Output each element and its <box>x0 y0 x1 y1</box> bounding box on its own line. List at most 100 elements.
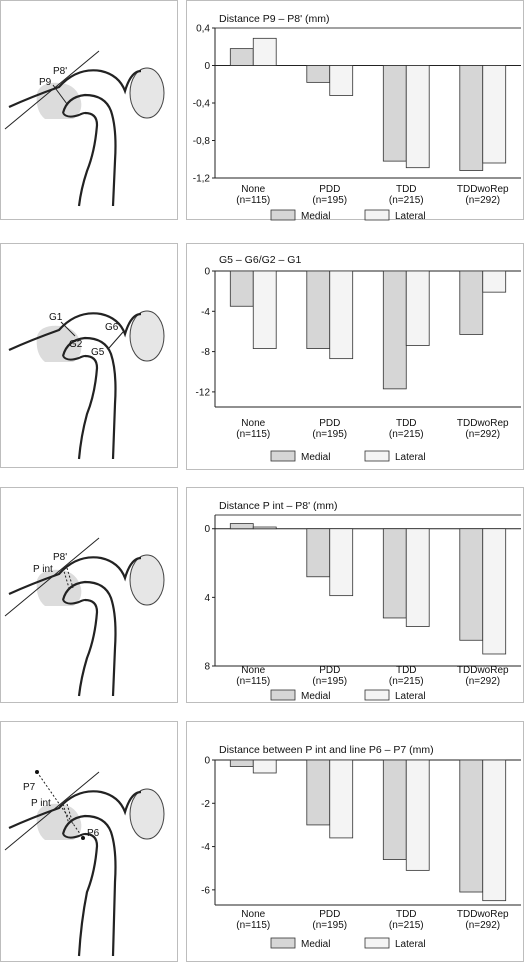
y-tick-label: -6 <box>201 885 210 896</box>
category-label: TDDwoRep <box>457 665 509 676</box>
bar-chart-1: 0,4 0 -0,4 -0,8 -1,2 None(n=115) PDD(n=195) TDD… <box>193 24 521 221</box>
bar-chart-3: 0 4 8 None(n=115) PDD(n=195) TDD(n=215) TDDwoR… <box>204 514 521 702</box>
y-tick-label: -4 <box>201 307 210 318</box>
bar-medial <box>229 759 254 767</box>
diagram-panel-3: P8' P int <box>0 487 178 703</box>
legend-swatch <box>270 937 296 949</box>
category-count: (n=115) <box>236 676 270 687</box>
chart-title: Distance between P int and line P6 – P7 … <box>219 744 434 756</box>
femur-diagram-3: P8' P int <box>4 537 165 697</box>
category-count: (n=195) <box>312 920 347 931</box>
y-tick-label: 4 <box>204 593 210 604</box>
category-label: TDD <box>396 184 417 195</box>
bar-medial <box>229 48 254 66</box>
category-count: (n=292) <box>465 429 500 440</box>
y-tick-label: 0 <box>204 267 210 278</box>
legend-label: Lateral <box>395 452 426 463</box>
category-label: TDDwoRep <box>457 184 509 195</box>
category-count: (n=215) <box>389 195 424 206</box>
legend-swatch <box>364 937 390 949</box>
bar-lateral <box>329 528 354 597</box>
y-tick-label: 0 <box>204 756 210 767</box>
category-count: (n=215) <box>389 920 424 931</box>
category-label: None <box>241 665 265 676</box>
bar-medial <box>459 270 484 335</box>
bar-medial <box>229 523 254 530</box>
bar-medial <box>382 759 407 860</box>
diagram-panel-2: G1 G2 G6 G5 <box>0 243 178 468</box>
bar-lateral <box>252 759 277 774</box>
diagram-label: G1 <box>49 312 63 323</box>
bar-lateral <box>482 759 507 902</box>
bar-medial <box>306 528 331 578</box>
y-tick-label: -8 <box>201 347 210 358</box>
legend-label: Lateral <box>395 939 426 950</box>
y-tick-label: -0,8 <box>193 136 211 147</box>
diagram-label: P int <box>31 798 51 809</box>
diagram-panel-4: P7 P int P6 <box>0 721 178 962</box>
bar-lateral <box>405 65 430 169</box>
legend-swatch <box>270 209 296 221</box>
diagram-label: G6 <box>105 322 119 333</box>
y-tick-label: -2 <box>201 799 210 810</box>
y-tick-label: 0 <box>204 61 210 72</box>
bar-medial <box>382 528 407 619</box>
diagram-label: P6 <box>87 828 100 839</box>
diagram-label: P7 <box>23 782 36 793</box>
legend-swatch <box>364 450 390 462</box>
category-count: (n=292) <box>465 920 500 931</box>
y-tick-label: 8 <box>204 662 210 673</box>
bar-lateral <box>252 270 277 349</box>
chart-panel-2: G5 – G6/G2 – G1 0 -4 -8 -12 None (n=115) PDD (n… <box>186 243 524 470</box>
bar-medial <box>229 270 254 307</box>
category-label: None <box>241 184 265 195</box>
bar-lateral <box>405 759 430 871</box>
bar-medial <box>382 65 407 162</box>
category-label: TDD <box>396 418 417 429</box>
category-label: TDD <box>396 909 417 920</box>
bar-medial <box>306 270 331 349</box>
chart-title: Distance P9 – P8' (mm) <box>219 13 330 25</box>
legend-label: Lateral <box>395 691 426 702</box>
diagram-label: G2 <box>69 339 83 350</box>
bar-lateral <box>482 65 507 164</box>
bar-lateral <box>405 528 430 627</box>
category-count: (n=195) <box>312 195 347 206</box>
category-label: PDD <box>319 418 340 429</box>
legend-label: Medial <box>301 211 330 221</box>
y-tick-label: -4 <box>201 842 210 853</box>
y-tick-label: -12 <box>196 387 211 398</box>
bar-lateral <box>329 759 354 839</box>
category-count: (n=215) <box>389 676 424 687</box>
category-count: (n=195) <box>312 676 347 687</box>
category-count: (n=115) <box>236 429 270 440</box>
category-count: (n=115) <box>236 920 270 931</box>
bar-lateral <box>329 270 354 360</box>
category-count: (n=195) <box>312 429 347 440</box>
category-count: (n=292) <box>465 676 500 687</box>
y-tick-label: -1,2 <box>193 174 211 185</box>
category-label: PDD <box>319 184 340 195</box>
bar-chart-4: 0 -2 -4 -6 None(n=115) PDD(n=195) TDD(n=215) TD… <box>201 756 521 950</box>
category-label: None <box>241 909 265 920</box>
legend-swatch <box>270 689 296 701</box>
bar-medial <box>459 65 484 171</box>
chart-panel-1: Distance P9 – P8' (mm) 0,4 0 -0,4 -0,8 -1,2 N… <box>186 0 524 221</box>
bar-lateral <box>252 37 277 66</box>
legend-swatch <box>364 689 390 701</box>
y-tick-label: 0,4 <box>196 24 210 35</box>
bar-medial <box>459 528 484 641</box>
category-label: PDD <box>319 909 340 920</box>
bar-medial <box>382 270 407 390</box>
bar-lateral <box>482 270 507 293</box>
bar-lateral <box>482 528 507 655</box>
bar-chart-2: 0 -4 -8 -12 None(n=115) PDD(n=195) TDD(n=215) T… <box>196 267 521 463</box>
legend-label: Medial <box>301 939 330 950</box>
category-label: TDDwoRep <box>457 909 509 920</box>
category-label: None <box>241 418 265 429</box>
chart-title: Distance P int – P8' (mm) <box>219 500 338 512</box>
chart-panel-4: Distance between P int and line P6 – P7 … <box>186 721 524 962</box>
femur-diagram-4: P7 P int P6 <box>4 770 165 957</box>
diagram-label: P9 <box>39 77 52 88</box>
legend-swatch <box>364 209 390 221</box>
